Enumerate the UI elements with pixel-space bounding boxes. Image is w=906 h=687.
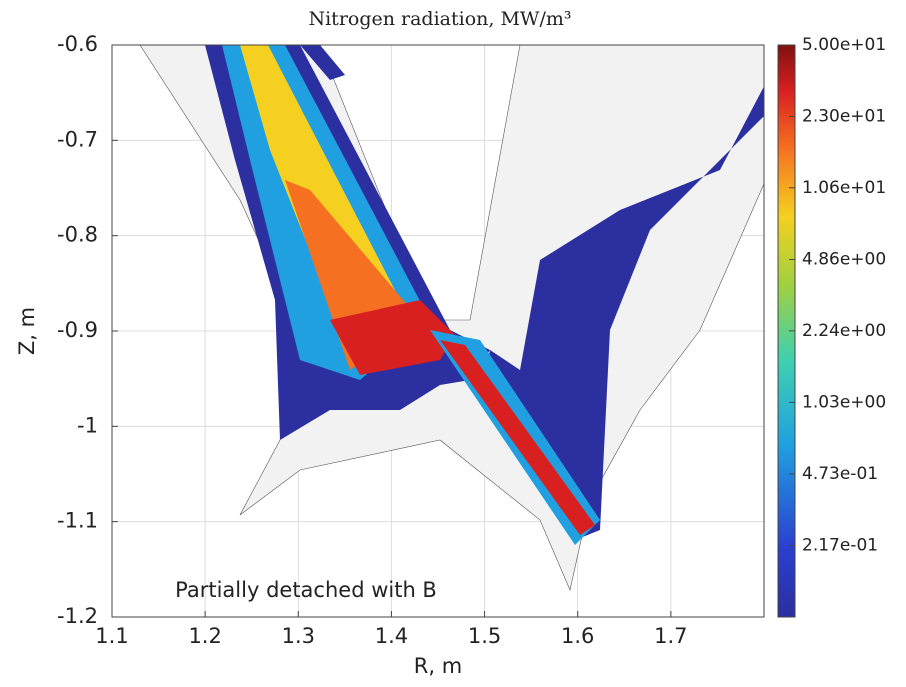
x-tick-label: 1.6 (561, 624, 594, 648)
x-axis-label: R, m (414, 654, 462, 678)
colorbar: 5.00e+01 2.30e+01 1.06e+01 4.86e+00 2.24e+00… (777, 35, 886, 618)
right-leg (480, 86, 764, 540)
y-tick-label: -1.1 (57, 509, 98, 533)
y-tick-label: -1 (77, 413, 98, 437)
y-tick-label: -0.9 (57, 318, 98, 342)
y-tick-label: -0.8 (57, 223, 98, 247)
x-tick-label: 1.1 (95, 624, 128, 648)
mesh-field (139, 45, 764, 591)
colorbar-tick-label: 4.73e-01 (802, 464, 878, 484)
diag-core (440, 340, 595, 535)
annotation: Partially detached with B (175, 578, 437, 602)
x-tick-label: 1.7 (654, 624, 687, 648)
x-tick-label: 1.4 (375, 624, 408, 648)
colorbar-tick-label: 2.30e+01 (802, 106, 886, 126)
chart-title: Nitrogen radiation, MW/m³ (308, 8, 571, 30)
colorbar-tick-label: 1.06e+01 (802, 178, 886, 198)
colorbar-tick-label: 5.00e+01 (802, 35, 886, 55)
y-tick-label: -0.7 (57, 127, 98, 151)
top-strip (300, 45, 345, 80)
x-tick-label: 1.2 (188, 624, 221, 648)
red-core (330, 300, 455, 375)
y-tick-label: -0.6 (57, 32, 98, 56)
x-tick-label: 1.3 (282, 624, 315, 648)
colorbar-tick-label: 1.03e+00 (802, 392, 886, 412)
y-tick-label: -1.2 (57, 604, 98, 628)
colorbar-tick-label: 2.17e-01 (802, 536, 878, 556)
colorbar-tick-label: 2.24e+00 (802, 321, 886, 341)
y-axis-label: Z, m (15, 307, 39, 355)
colorbar-tick-label: 4.86e+00 (802, 250, 886, 270)
x-tick-label: 1.5 (468, 624, 501, 648)
